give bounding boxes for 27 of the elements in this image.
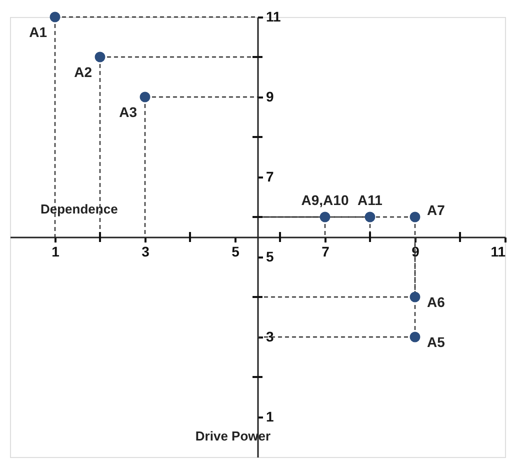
point bbox=[364, 212, 376, 222]
point bbox=[94, 52, 106, 62]
x-tick-label: 1 bbox=[52, 244, 60, 260]
annotation: A1 bbox=[29, 24, 48, 40]
y-tick-label: 7 bbox=[266, 168, 274, 184]
y-tick-label: 9 bbox=[266, 88, 274, 104]
y-tick-label: 11 bbox=[266, 8, 282, 24]
x-tick-label: 7 bbox=[322, 244, 330, 260]
y-tick-label: 1 bbox=[266, 408, 274, 424]
annotation: A2 bbox=[74, 64, 92, 80]
annotation: A3 bbox=[119, 104, 138, 120]
y-tick-label: 3 bbox=[266, 328, 274, 344]
annotation: A7 bbox=[427, 202, 446, 218]
annotation: A5 bbox=[427, 334, 446, 350]
point bbox=[410, 212, 420, 222]
x-tick-label: 3 bbox=[142, 244, 150, 260]
annotation: A9,A10 bbox=[301, 192, 349, 208]
annotation: A6 bbox=[427, 294, 446, 310]
point bbox=[140, 92, 150, 102]
point bbox=[410, 332, 420, 342]
annotation: A11 bbox=[358, 192, 383, 208]
x-tick-label: 5 bbox=[232, 244, 240, 260]
x-tick-label: 11 bbox=[490, 244, 506, 260]
point bbox=[320, 212, 330, 222]
point bbox=[410, 292, 420, 302]
x-axis-title: Dependence bbox=[40, 202, 118, 216]
point bbox=[50, 12, 60, 22]
